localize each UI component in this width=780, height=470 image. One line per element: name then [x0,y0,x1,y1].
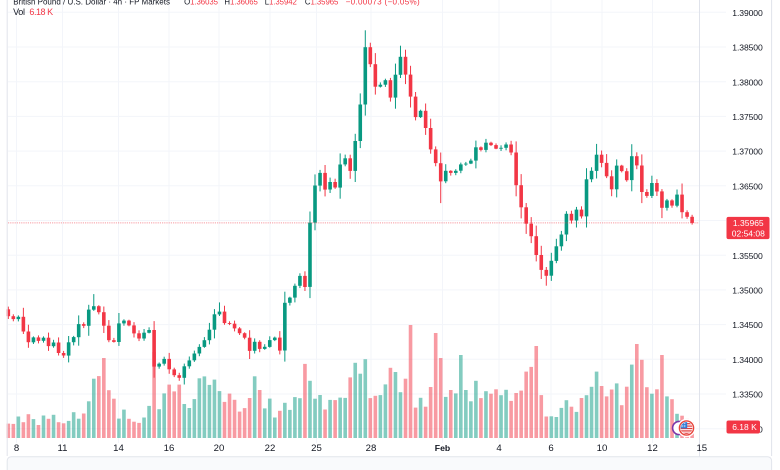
svg-text:1.38000: 1.38000 [732,77,763,87]
svg-text:4: 4 [496,443,502,454]
svg-text:−0.00073 (−0.05%): −0.00073 (−0.05%) [346,0,420,7]
svg-text:H1.36065: H1.36065 [224,0,258,7]
svg-text:O1.36035: O1.36035 [184,0,219,7]
svg-text:1.34000: 1.34000 [732,355,763,365]
svg-text:1.39000: 1.39000 [732,8,763,18]
svg-text:11: 11 [58,443,68,454]
svg-text:1.33500: 1.33500 [732,390,763,400]
svg-text:Feb: Feb [435,443,450,453]
svg-text:12: 12 [647,443,658,454]
svg-text:6.18 K: 6.18 K [732,422,757,432]
svg-text:16: 16 [164,443,175,454]
svg-text:8: 8 [14,443,19,454]
svg-text:British Pound / U.S. Dollar ·: British Pound / U.S. Dollar · 4h · FP Ma… [13,0,170,7]
svg-text:1.35965: 1.35965 [733,218,764,228]
svg-text:10: 10 [597,443,608,454]
svg-text:15: 15 [696,443,707,454]
svg-text:1.37000: 1.37000 [732,147,763,157]
svg-text:02:54:08: 02:54:08 [732,228,765,238]
svg-text:Vol: Vol [13,7,25,17]
svg-text:1.34500: 1.34500 [732,320,763,330]
svg-text:6: 6 [548,443,553,454]
svg-text:L1.35942: L1.35942 [265,0,297,7]
svg-text:6.18 K: 6.18 K [29,7,53,17]
svg-text:28: 28 [366,443,377,454]
svg-text:1.36500: 1.36500 [732,181,763,191]
svg-text:25: 25 [311,443,322,454]
svg-text:1.35500: 1.35500 [732,251,763,261]
svg-text:1.35000: 1.35000 [732,286,763,296]
svg-text:C1.35965: C1.35965 [305,0,339,7]
svg-text:14: 14 [113,443,124,454]
svg-text:20: 20 [214,443,225,454]
svg-text:1.38500: 1.38500 [732,43,763,53]
svg-text:1.37500: 1.37500 [732,112,763,122]
svg-text:22: 22 [265,443,276,454]
